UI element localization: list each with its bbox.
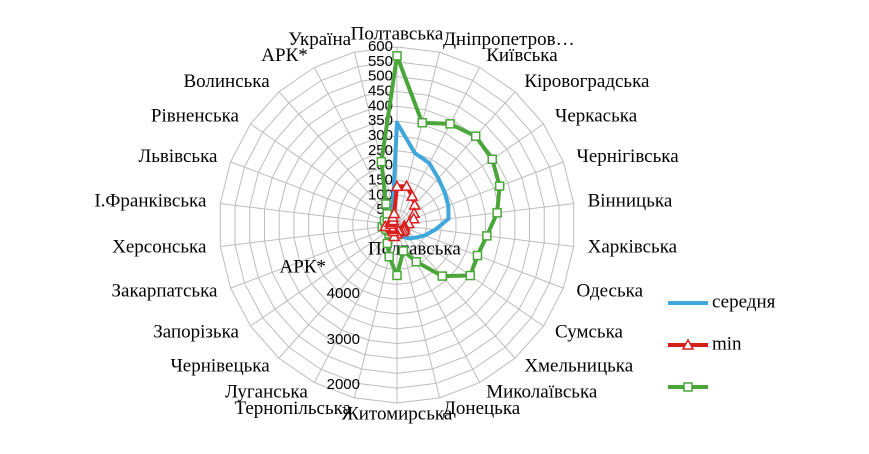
category-label: Київська (486, 45, 558, 66)
category-label: Луганська (225, 382, 308, 403)
category-label: Дніпропетров… (443, 29, 575, 50)
spoke (396, 161, 564, 226)
marker (405, 189, 419, 201)
r-tick-label: 150 (368, 171, 393, 188)
spoke (396, 224, 516, 359)
marker (437, 271, 447, 281)
marker (381, 199, 391, 209)
category-label: Рівненська (151, 105, 240, 126)
category-label: Вінницька (588, 190, 673, 211)
spoke (396, 52, 441, 226)
annotation: 4000 (327, 285, 360, 302)
category-label: Херсонська (112, 236, 207, 257)
category-label: Донецька (443, 398, 521, 419)
r-tick-label: 400 (368, 97, 393, 114)
spoke (278, 91, 398, 226)
spoke (220, 224, 398, 247)
marker (376, 156, 387, 167)
category-label: Україна (288, 29, 351, 50)
category-label: Тернопільська (234, 398, 351, 419)
marker (482, 231, 492, 241)
category-label: Волинська (183, 71, 270, 92)
marker (683, 382, 693, 392)
spoke (396, 224, 481, 383)
r-tick-label: 300 (368, 127, 393, 144)
marker (470, 131, 481, 141)
marker (400, 179, 413, 191)
category-label: Хмельницька (524, 356, 633, 377)
spoke (250, 123, 398, 226)
category-label: Чернігівська (577, 146, 680, 167)
spoke (396, 123, 544, 226)
marker (407, 212, 420, 224)
marker (382, 238, 393, 249)
legend-label: min (712, 333, 742, 354)
marker (487, 154, 497, 165)
marker (387, 206, 401, 219)
spoke (313, 224, 398, 383)
spoke (278, 224, 398, 359)
r-tick-label: 250 (368, 142, 393, 159)
r-tick-label: 450 (368, 82, 393, 99)
marker (390, 179, 404, 192)
marker (417, 117, 427, 128)
series (378, 179, 421, 242)
annotation: АРК* (280, 256, 326, 277)
marker (494, 181, 505, 191)
spoke (220, 203, 398, 226)
marker (445, 119, 455, 129)
category-label: Харківська (588, 236, 678, 257)
marker (681, 338, 695, 350)
category-label: Миколаївська (486, 382, 598, 403)
category-label: Одеська (577, 281, 644, 302)
r-tick-label: 500 (368, 68, 393, 85)
category-label: Львівська (138, 146, 218, 167)
category-label: Чернівецька (170, 356, 270, 377)
category-label: Закарпатська (112, 281, 219, 302)
spoke (230, 161, 398, 226)
category-label: Кіровоградська (524, 71, 650, 92)
annotation: 2000 (327, 376, 360, 393)
marker (465, 270, 475, 281)
marker (392, 51, 402, 61)
annotation: 3000 (327, 331, 360, 348)
marker (392, 270, 402, 281)
category-label: Черкаська (555, 105, 638, 126)
spoke (396, 203, 574, 226)
category-label: Запорізька (153, 321, 239, 342)
spoke (353, 52, 398, 226)
marker (398, 246, 409, 256)
spoke (313, 67, 398, 226)
marker (492, 208, 502, 218)
marker (411, 257, 422, 267)
marker (472, 250, 483, 261)
legend-label: середня (712, 291, 776, 312)
category-label: АРК* (261, 45, 307, 66)
annotation: Полтавська (368, 238, 461, 259)
category-label: І.Франківська (94, 190, 207, 211)
marker (384, 251, 394, 262)
category-label: Полтавська (351, 23, 444, 44)
spoke (230, 224, 398, 289)
r-tick-label: 600 (368, 38, 393, 55)
r-tick-label: 550 (368, 53, 393, 70)
spoke (250, 224, 398, 327)
category-label: Сумська (555, 321, 624, 342)
category-label: Житомирська (342, 403, 453, 424)
